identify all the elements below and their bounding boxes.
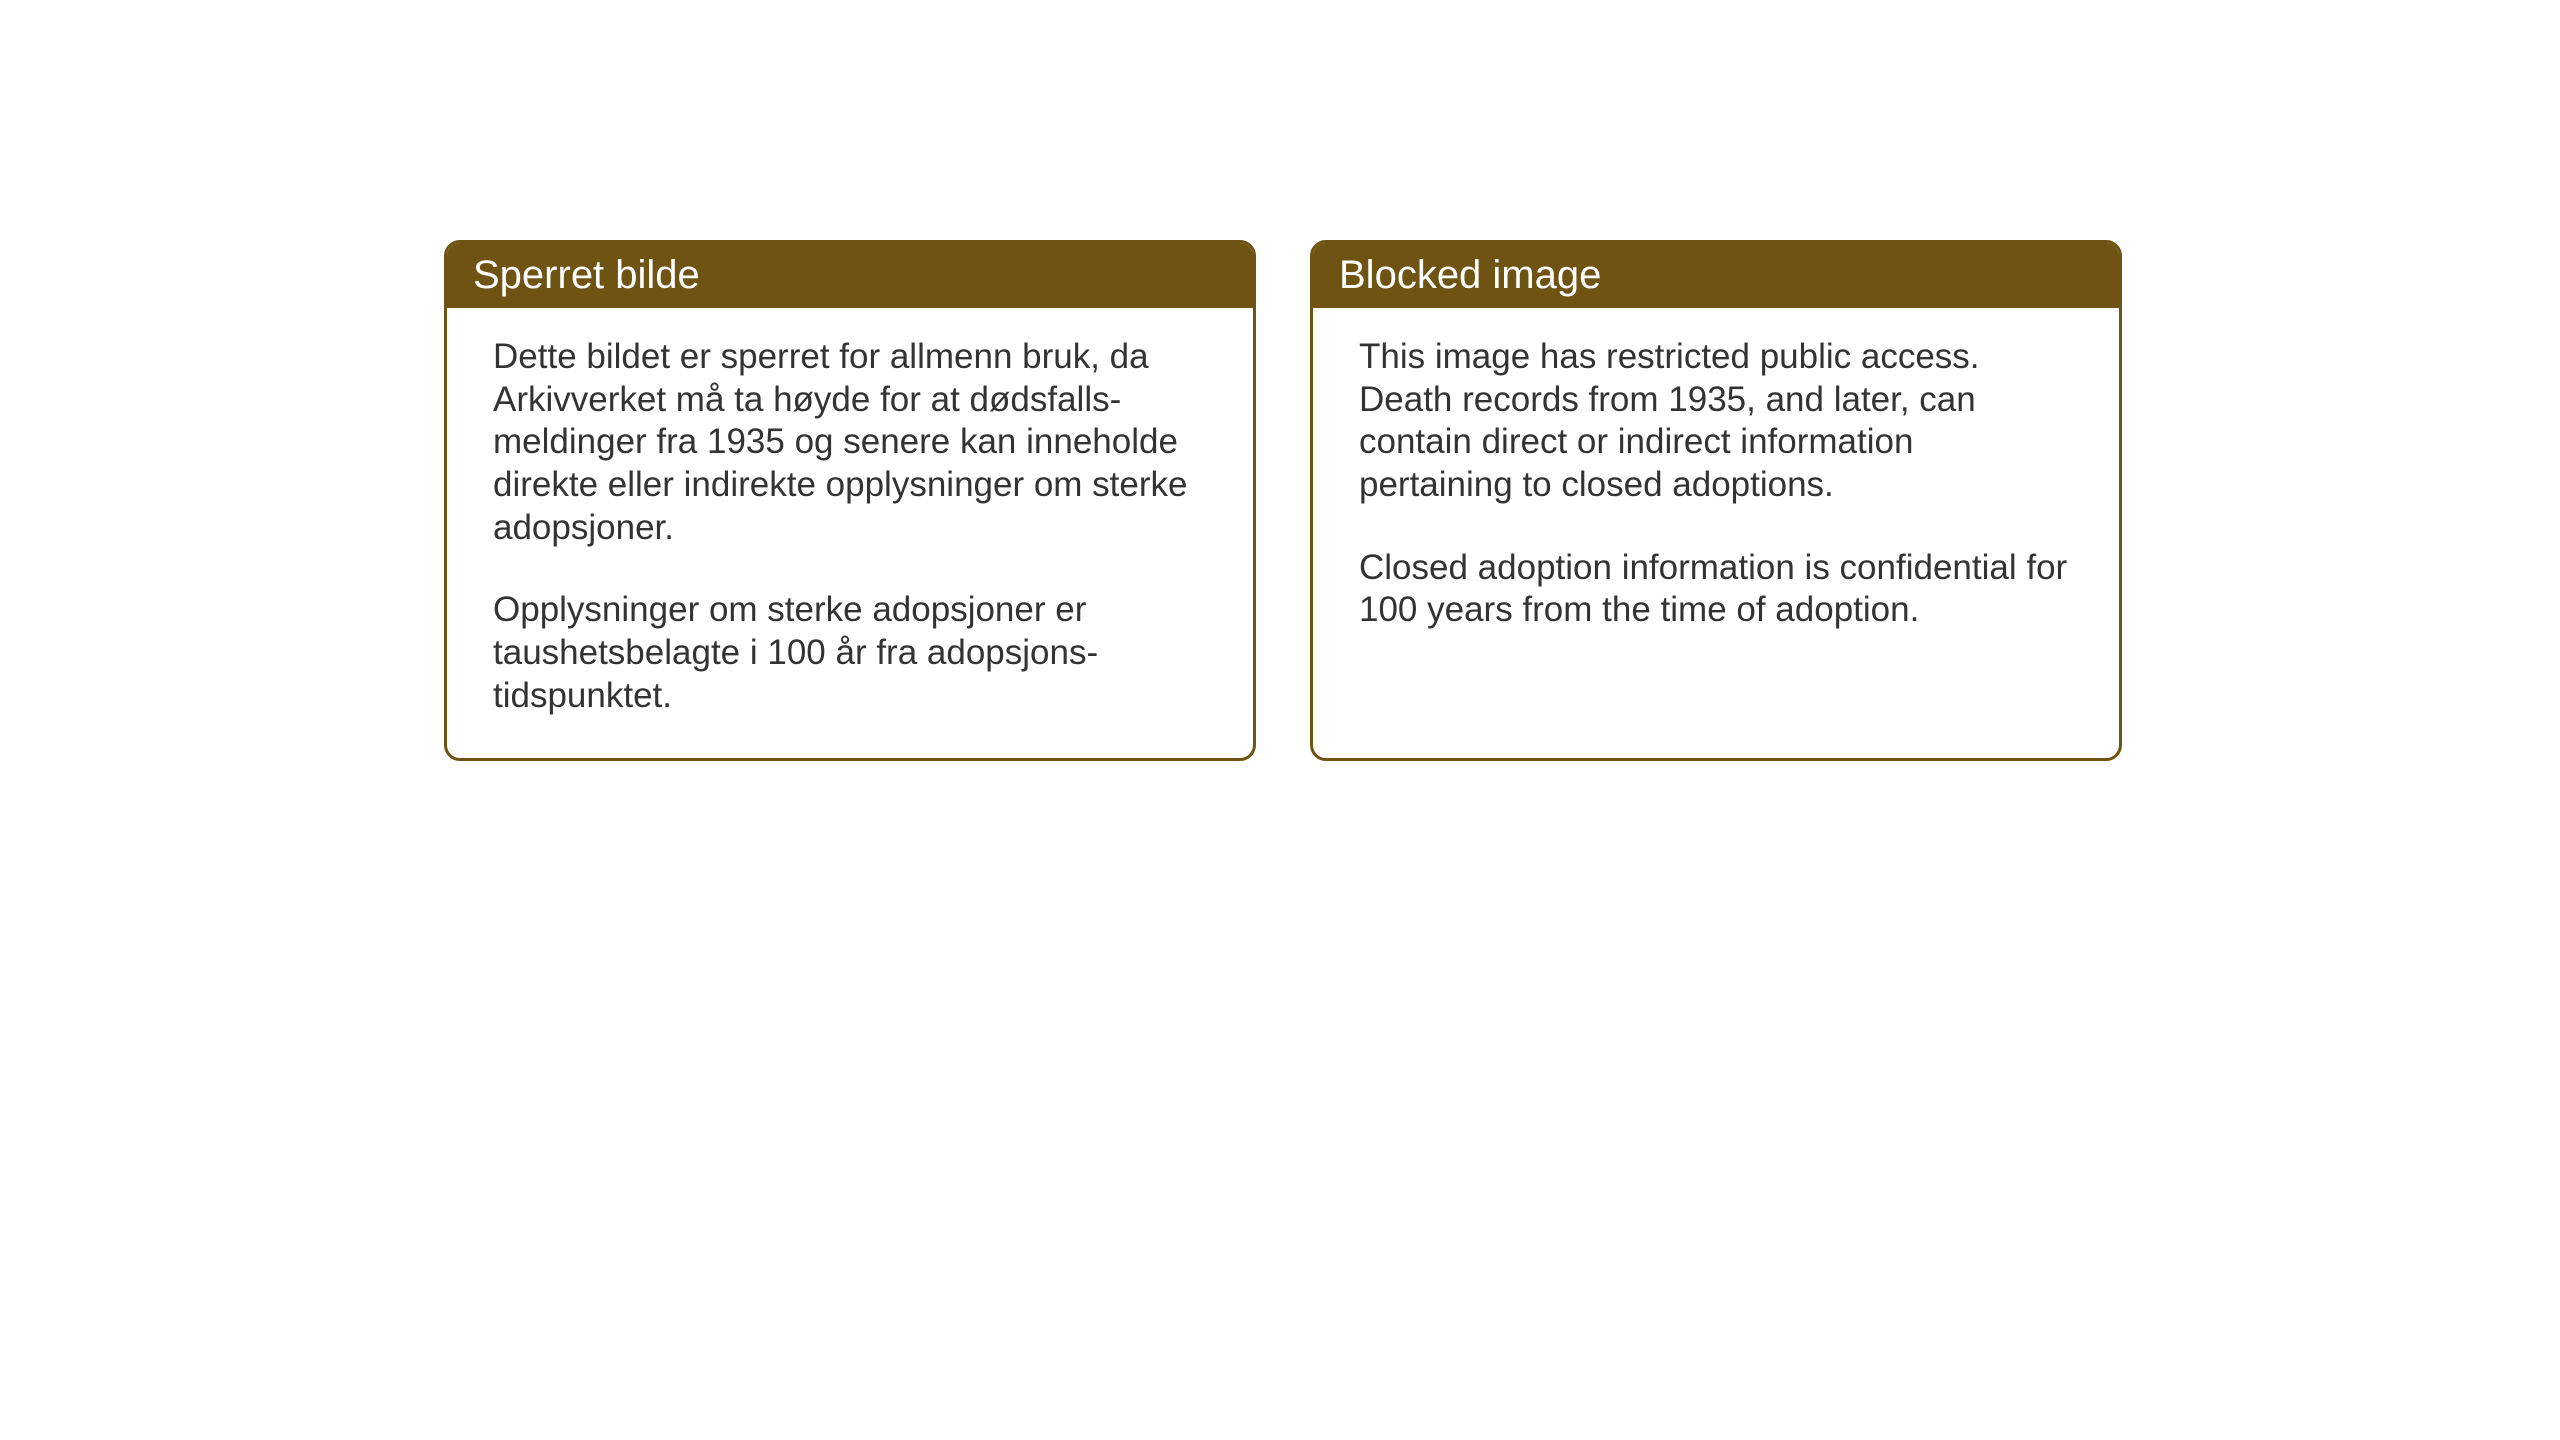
notice-paragraph-1-norwegian: Dette bildet er sperret for allmenn bruk… — [493, 336, 1207, 549]
notice-paragraph-2-english: Closed adoption information is confident… — [1359, 547, 2073, 632]
notice-title-norwegian: Sperret bilde — [473, 253, 700, 297]
notice-body-english: This image has restricted public access.… — [1313, 308, 2119, 672]
notice-container: Sperret bilde Dette bildet er sperret fo… — [444, 240, 2122, 761]
notice-card-norwegian: Sperret bilde Dette bildet er sperret fo… — [444, 240, 1256, 761]
notice-card-english: Blocked image This image has restricted … — [1310, 240, 2122, 761]
notice-title-english: Blocked image — [1339, 253, 1601, 297]
notice-header-norwegian: Sperret bilde — [447, 243, 1253, 308]
notice-paragraph-2-norwegian: Opplysninger om sterke adopsjoner er tau… — [493, 589, 1207, 717]
notice-body-norwegian: Dette bildet er sperret for allmenn bruk… — [447, 308, 1253, 758]
notice-header-english: Blocked image — [1313, 243, 2119, 308]
notice-paragraph-1-english: This image has restricted public access.… — [1359, 336, 2073, 507]
